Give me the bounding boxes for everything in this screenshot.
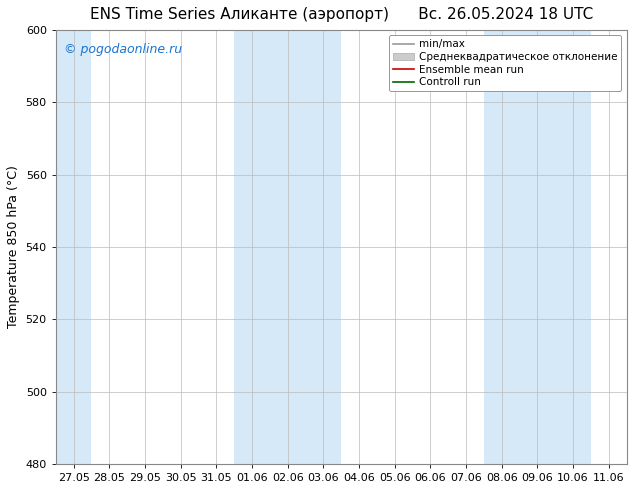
Bar	[56, 30, 91, 464]
Y-axis label: Temperature 850 hPa (°C): Temperature 850 hPa (°C)	[7, 166, 20, 328]
Bar	[484, 30, 591, 464]
Text: © pogodaonline.ru: © pogodaonline.ru	[64, 43, 183, 56]
Bar	[234, 30, 341, 464]
Title: ENS Time Series Аликанте (аэропорт)      Вс. 26.05.2024 18 UTC: ENS Time Series Аликанте (аэропорт) Вс. …	[89, 7, 593, 22]
Legend: min/max, Среднеквадратическое отклонение, Ensemble mean run, Controll run: min/max, Среднеквадратическое отклонение…	[389, 35, 621, 92]
